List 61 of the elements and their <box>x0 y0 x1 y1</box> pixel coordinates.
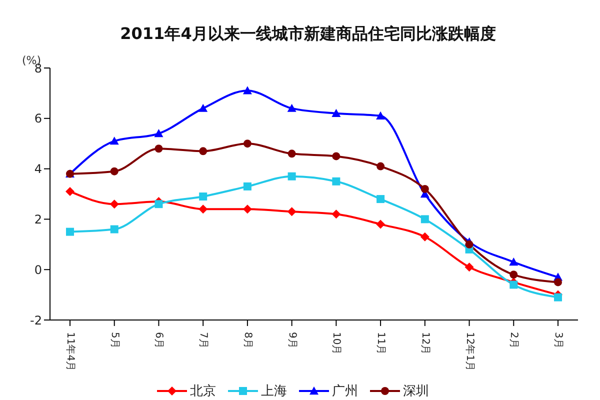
point <box>332 177 340 186</box>
point <box>243 140 252 148</box>
point <box>110 200 119 209</box>
point <box>288 172 296 180</box>
point <box>554 278 562 286</box>
x-tick-label: 8月 <box>242 332 253 348</box>
x-tick-label: 11年4月 <box>64 332 76 372</box>
legend-label: 上海 <box>260 383 287 400</box>
point <box>198 204 208 214</box>
legend-label: 北京 <box>189 383 216 400</box>
x-tick-label: 12月 <box>419 332 430 355</box>
point <box>154 129 164 138</box>
point <box>287 207 296 216</box>
point <box>199 147 208 156</box>
point <box>554 293 562 302</box>
point <box>332 210 341 219</box>
point <box>110 225 118 234</box>
point <box>242 86 252 94</box>
y-tick-label: -2 <box>30 313 42 328</box>
x-tick-label: 6月 <box>153 332 164 348</box>
point <box>198 104 208 112</box>
point <box>243 182 252 190</box>
point <box>376 162 385 170</box>
y-tick-label: 6 <box>34 112 42 126</box>
point <box>510 270 518 279</box>
point <box>154 144 163 153</box>
point <box>464 262 474 272</box>
point <box>465 240 474 248</box>
point <box>110 167 118 176</box>
point <box>332 108 341 117</box>
x-tick-label: 9月 <box>286 332 298 348</box>
x-tick-label: 10月 <box>330 332 342 355</box>
point <box>288 150 296 158</box>
x-tick-label: 2月 <box>508 332 520 348</box>
y-tick-label: 0 <box>34 262 42 277</box>
point <box>332 152 340 160</box>
x-tick-label: 11月 <box>375 332 386 355</box>
point <box>376 220 386 229</box>
legend-label: 深圳 <box>402 383 429 400</box>
point <box>287 104 296 112</box>
chart-title: 2011年4月以来一线城市新建商品住宅同比涨跌幅度 <box>119 23 497 45</box>
x-tick-label: 12年1月 <box>464 332 476 372</box>
point <box>66 186 74 196</box>
legend-label: 广州 <box>331 383 358 400</box>
point <box>66 228 74 236</box>
x-tick-label: 3月 <box>552 332 564 348</box>
point <box>420 184 429 193</box>
point <box>110 136 119 145</box>
point <box>154 200 163 208</box>
point <box>509 258 518 266</box>
point <box>420 215 429 224</box>
point <box>199 192 208 201</box>
point <box>376 111 386 120</box>
point <box>420 232 430 242</box>
point <box>376 195 385 204</box>
point <box>510 280 518 289</box>
y-tick-label: 4 <box>34 162 42 176</box>
point <box>242 204 252 214</box>
y-tick-label: 2 <box>34 212 42 226</box>
x-tick-label: 5月 <box>108 332 120 348</box>
x-tick-label: 7月 <box>198 332 209 348</box>
